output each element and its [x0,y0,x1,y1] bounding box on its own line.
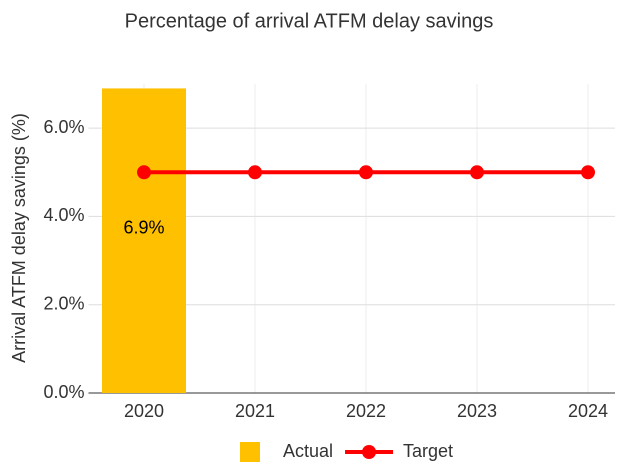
y-axis-title: Arrival ATFM delay savings (%) [9,113,29,363]
point [470,165,484,180]
y-tick-label: 0.0% [43,382,84,402]
chart-title: Percentage of arrival ATFM delay savings [125,10,494,32]
legend-label: Target [403,441,453,461]
data-label: 6.9% [123,217,164,237]
y-tick-label: 4.0% [43,205,84,225]
x-tick-label: 2020 [124,401,164,421]
bar [102,88,186,394]
y-tick-label: 2.0% [43,293,84,313]
point [359,165,373,180]
x-tick-label: 2024 [568,401,608,421]
legend-swatch [240,442,260,462]
x-tick-label: 2022 [346,401,386,421]
point [137,165,151,180]
x-tick-label: 2021 [235,401,275,421]
point [581,165,595,180]
x-tick-label: 2023 [457,401,497,421]
point [248,165,262,180]
legend-swatch [362,445,377,459]
legend-label: Actual [283,441,333,461]
y-tick-label: 6.0% [43,117,84,137]
